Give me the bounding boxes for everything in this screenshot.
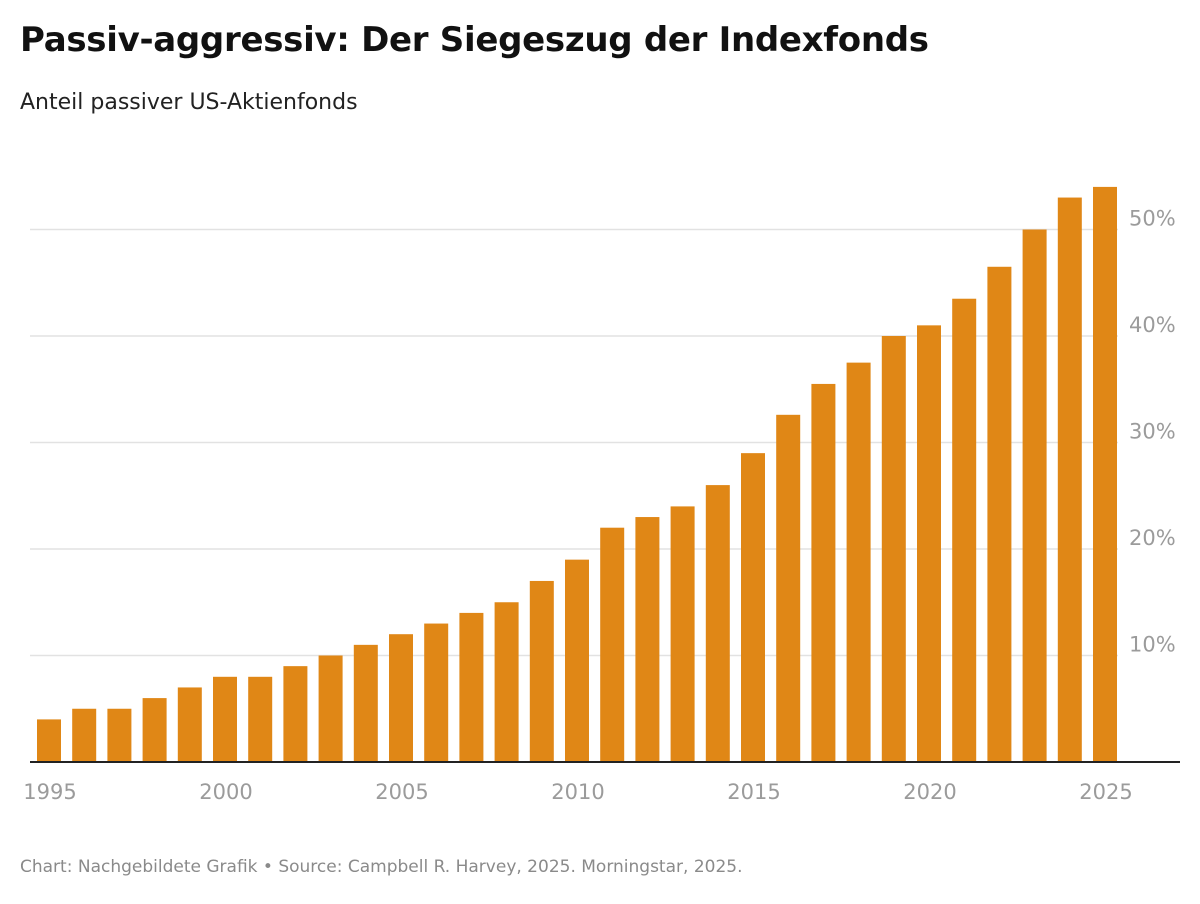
y-tick-label-20: 20% — [1129, 526, 1176, 550]
bar-2016 — [776, 414, 801, 762]
bar-2018 — [846, 362, 871, 762]
bar-2008 — [494, 602, 519, 762]
bar-2017 — [811, 383, 836, 762]
bar-2020 — [917, 325, 941, 762]
bar-1999 — [177, 687, 202, 762]
bar-2014 — [705, 485, 730, 762]
chart-subtitle: Anteil passiver US-Aktienfonds — [20, 90, 358, 115]
bar-2024 — [1057, 197, 1082, 763]
y-tick-label-50: 50% — [1129, 207, 1176, 231]
bar-2011 — [600, 527, 625, 762]
bar-1998 — [142, 698, 167, 762]
x-tick-label-2025: 2025 — [1079, 780, 1132, 804]
bar-2003 — [318, 655, 343, 762]
bar-2001 — [248, 676, 273, 762]
bar-2022 — [987, 266, 1012, 762]
x-tick-label-2000: 2000 — [199, 780, 252, 804]
x-tick-labels: 1995 2000 2005 2010 2015 2020 2025 — [23, 780, 1132, 804]
bar-2021 — [952, 298, 977, 762]
bar-2004 — [353, 644, 378, 762]
bar-2007 — [459, 612, 484, 762]
y-tick-label-30: 30% — [1129, 420, 1176, 444]
bar-1997 — [107, 708, 132, 762]
bar-2006 — [424, 623, 449, 762]
x-tick-label-2010: 2010 — [551, 780, 604, 804]
bar-2002 — [283, 666, 308, 762]
bar-1995 — [37, 719, 61, 762]
y-tick-label-40: 40% — [1129, 313, 1176, 337]
source-note: Chart: Nachgebildete Grafik • Source: Ca… — [20, 857, 743, 877]
x-tick-label-2020: 2020 — [903, 780, 956, 804]
bar-2005 — [389, 634, 413, 762]
bar-2012 — [635, 517, 660, 762]
x-tick-label-2015: 2015 — [727, 780, 780, 804]
x-tick-label-2005: 2005 — [375, 780, 428, 804]
bar-2019 — [881, 336, 906, 762]
x-tick-label-1995: 1995 — [23, 780, 76, 804]
bar-2000 — [213, 676, 237, 762]
bar-1996 — [72, 708, 97, 762]
bar-2025 — [1093, 186, 1117, 762]
chart-title: Passiv-aggressiv: Der Siegeszug der Inde… — [20, 20, 929, 60]
bar-2013 — [670, 506, 695, 762]
y-tick-label-10: 10% — [1129, 633, 1176, 657]
bar-2010 — [565, 559, 589, 762]
bar-2009 — [529, 580, 554, 762]
y-tick-labels: 10% 20% 30% 40% 50% — [1129, 207, 1176, 657]
bar-chart: 10% 20% 30% 40% 50% 1995 2000 2005 2010 2015 2020… — [23, 186, 1180, 804]
bars — [37, 186, 1117, 763]
bar-2015 — [741, 453, 765, 762]
bar-2023 — [1022, 229, 1047, 762]
